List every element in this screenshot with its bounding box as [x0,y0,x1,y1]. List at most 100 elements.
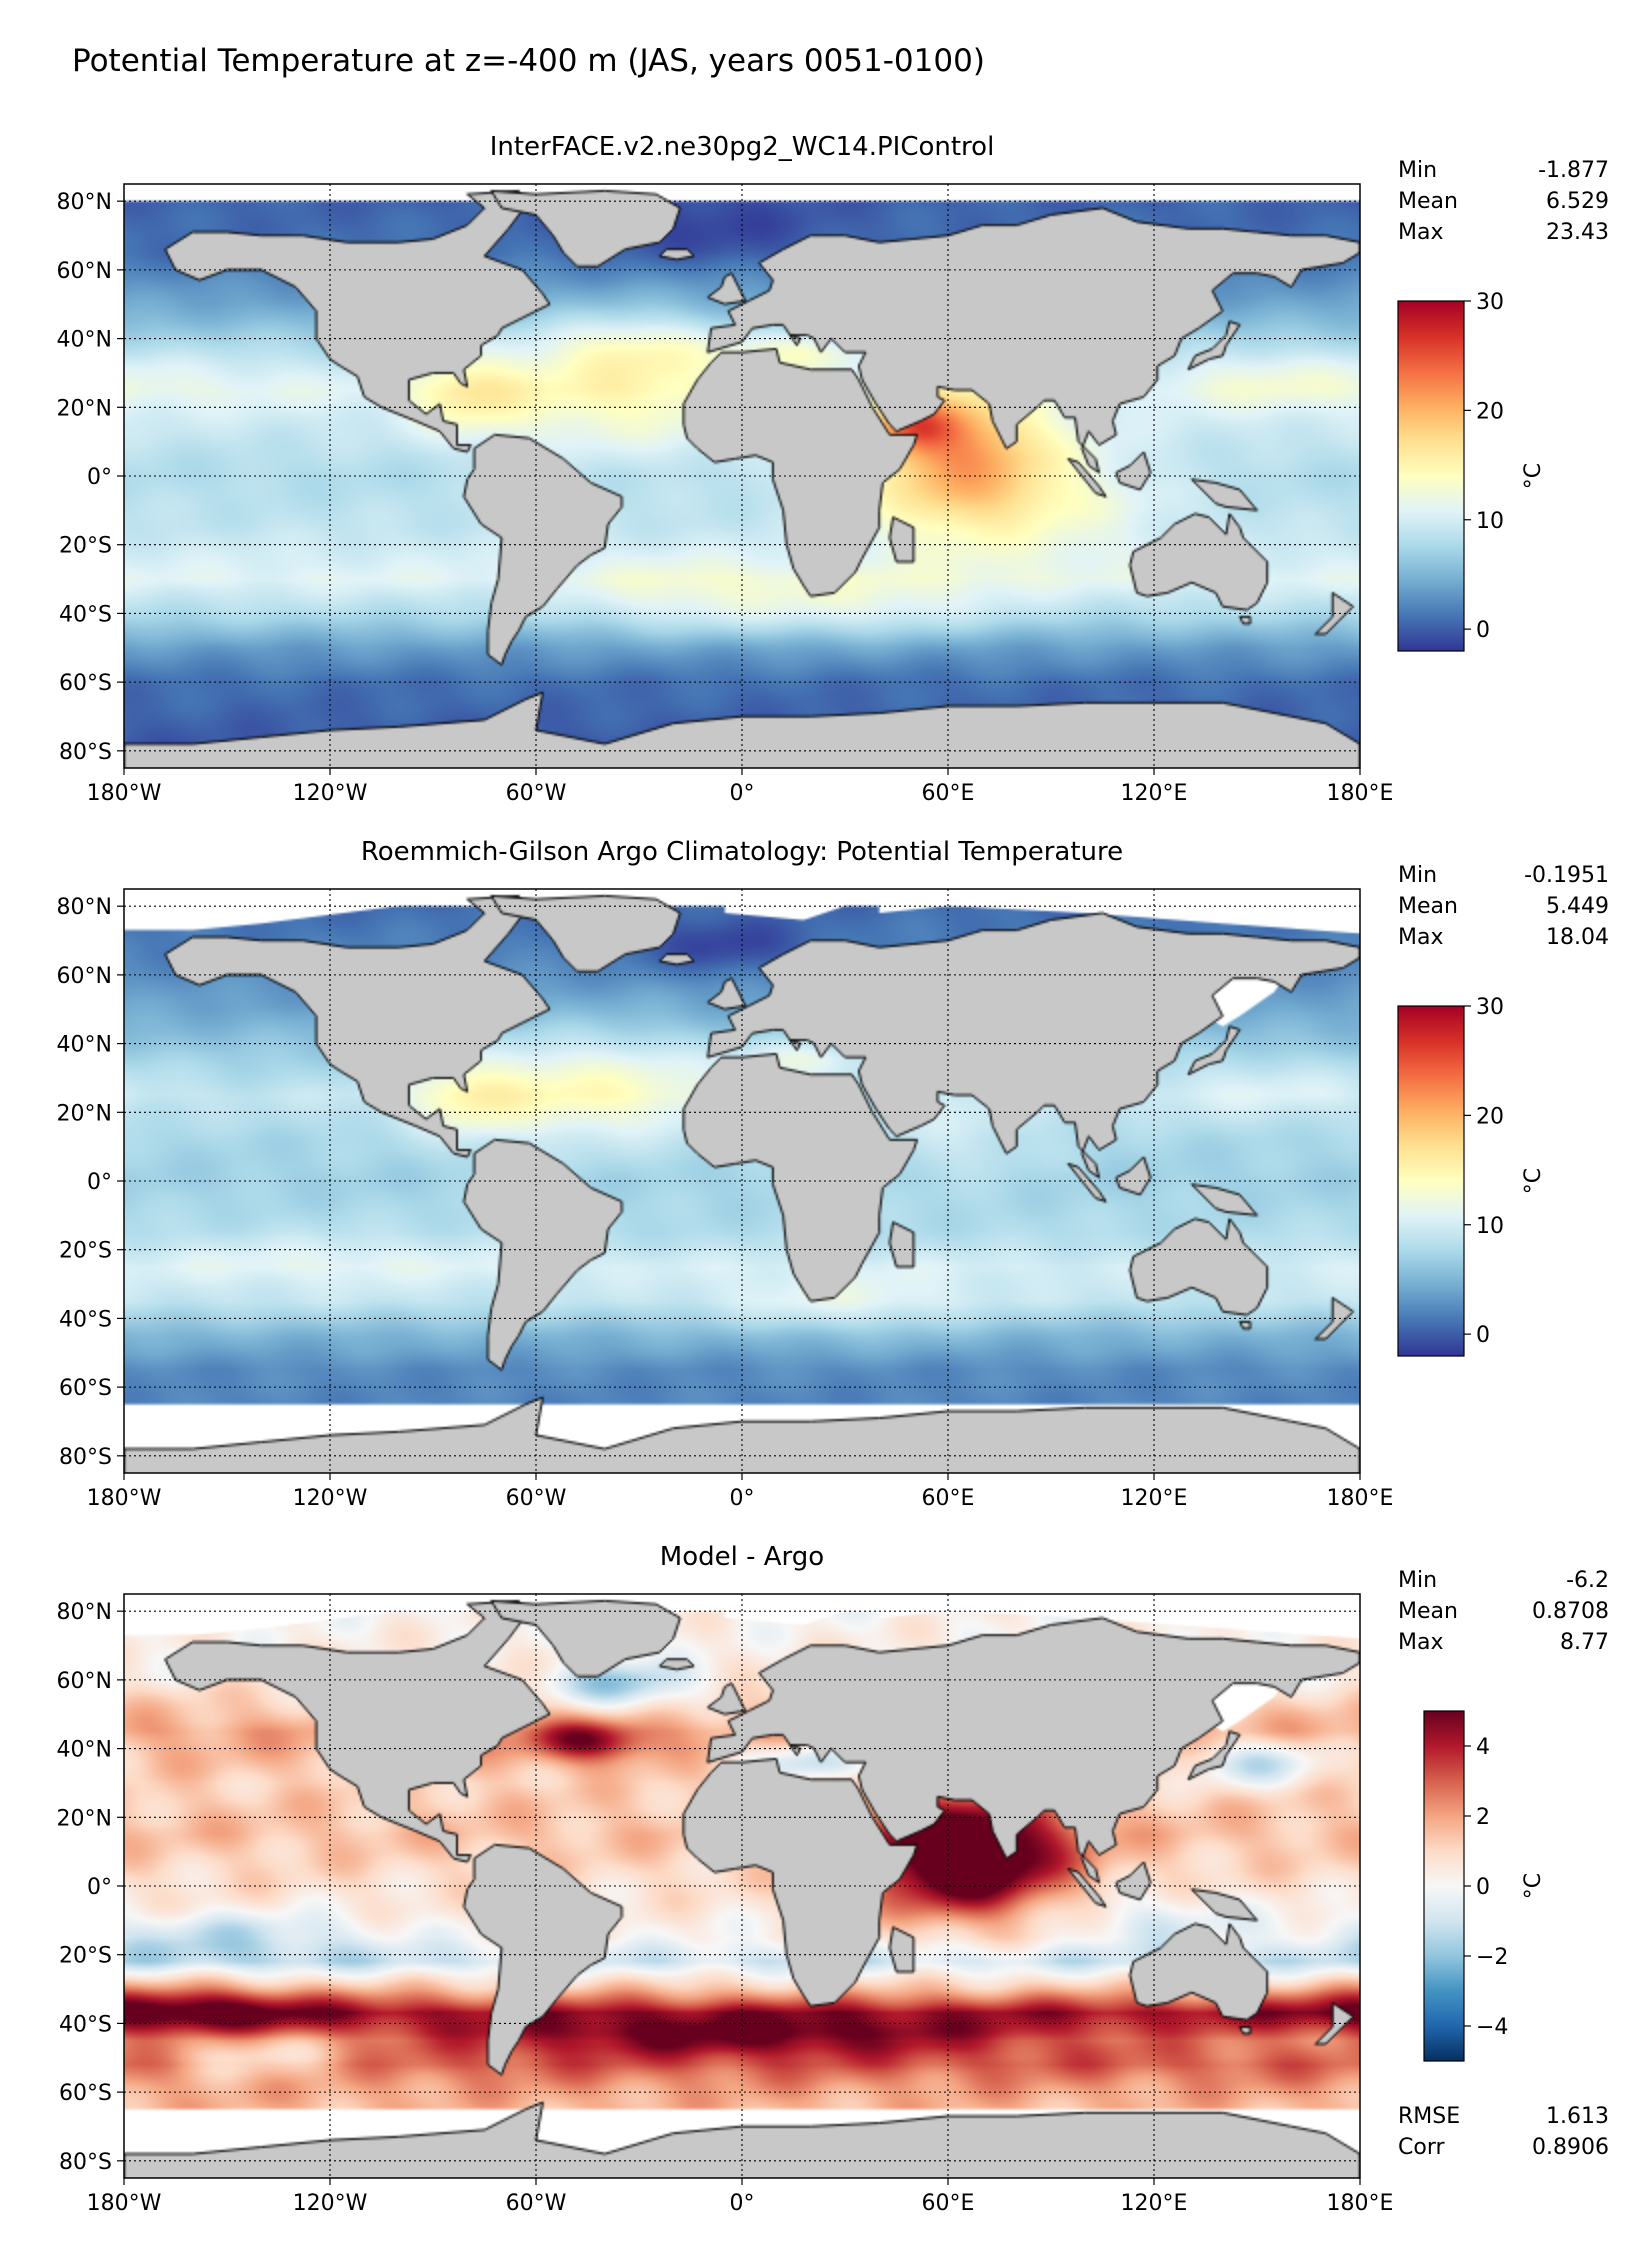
colorbar-tick-label: 2 [1476,1805,1490,1830]
y-tick-label: 80°S [59,2150,112,2175]
stat-value: 5.449 [1546,894,1609,919]
colorbar-tick-label: 10 [1476,1214,1504,1239]
y-tick-label: 20°N [57,396,112,421]
stat-label: Max [1398,1630,1443,1655]
stat-value: -1.877 [1538,158,1609,183]
x-tick-label: 0° [730,781,755,806]
map-area [123,888,1361,1474]
y-tick-label: 80°S [59,740,112,765]
colorbar-tick-label: 0 [1476,1875,1490,1900]
x-axis: 180°W 120°W 60°W 0° 60°E 120°E 180°E [87,2178,1393,2216]
x-tick-label: 60°E [922,1486,975,1511]
stat-value: 0.8906 [1532,2135,1609,2160]
panel-title: Roemmich-Gilson Argo Climatology: Potent… [361,837,1123,867]
colorbar: 30 20 10 0 °C [1397,995,1546,1357]
x-tick-label: 120°E [1121,2191,1188,2216]
colorbar-gradient [1423,1710,1465,2062]
x-tick-label: 0° [730,2191,755,2216]
x-tick-label: 180°E [1327,1486,1394,1511]
y-tick-label: 80°N [57,895,112,920]
x-tick-label: 60°W [506,781,567,806]
colorbar-label: °C [1521,1873,1546,1899]
colorbar-label: °C [1521,463,1546,489]
y-tick-label: 60°S [59,1376,112,1401]
colorbar-ticks: 30 20 10 0 [1464,290,1504,643]
colorbar-gradient [1397,1005,1465,1357]
colorbar-tick-label: 20 [1476,399,1504,424]
y-tick-label: 60°S [59,671,112,696]
panel-model: InterFACE.v2.ne30pg2_WC14.PIControl 80°N… [57,132,1609,806]
stat-label: Min [1398,158,1437,183]
stats-block: Min -0.1951 Mean 5.449 Max 18.04 [1398,863,1609,950]
x-axis: 180°W 120°W 60°W 0° 60°E 120°E 180°E [87,1473,1394,1511]
map-area [123,1593,1361,2179]
x-tick-label: 120°W [293,2191,368,2216]
x-tick-label: 120°E [1121,1486,1188,1511]
y-tick-label: 0° [87,465,112,490]
stat-label: Corr [1398,2135,1445,2160]
colorbar: 30 20 10 0 °C [1397,290,1546,652]
x-tick-label: 120°W [293,1486,368,1511]
y-tick-label: 80°S [59,1445,112,1470]
stat-value: 23.43 [1546,220,1609,245]
colorbar-ticks: 30 20 10 0 [1464,995,1504,1348]
y-tick-label: 40°N [57,1738,112,1763]
panel-title: InterFACE.v2.ne30pg2_WC14.PIControl [490,132,995,162]
y-tick-label: 40°N [57,1033,112,1058]
x-tick-label: 60°W [506,1486,567,1511]
colorbar-ticks: 4 2 0 −2 −4 [1464,1735,1508,2040]
panel-argo: Roemmich-Gilson Argo Climatology: Potent… [57,837,1609,1511]
stat-value: 6.529 [1546,189,1609,214]
colorbar-gradient [1397,300,1465,652]
colorbar-tick-label: 0 [1476,1323,1490,1348]
stat-label: Min [1398,863,1437,888]
y-tick-label: 40°N [57,328,112,353]
colorbar-tick-label: 20 [1476,1104,1504,1129]
panel-title: Model - Argo [660,1542,824,1572]
stat-label: RMSE [1398,2104,1460,2129]
gridlines [124,889,1360,1473]
colorbar-tick-label: 10 [1476,509,1504,534]
map-area [123,183,1361,769]
stats-block: Min -1.877 Mean 6.529 Max 23.43 [1398,158,1609,245]
stat-label: Mean [1398,894,1458,919]
y-tick-label: 60°S [59,2081,112,2106]
x-tick-label: 60°E [922,2191,975,2216]
colorbar-tick-label: −4 [1476,2015,1508,2040]
x-tick-label: 120°W [293,781,368,806]
colorbar-tick-label: −2 [1476,1945,1508,1970]
colorbar-tick-label: 4 [1476,1735,1490,1760]
y-tick-label: 40°S [59,602,112,627]
x-tick-label: 180°E [1327,781,1394,806]
x-tick-label: 120°E [1121,781,1188,806]
error-stats: RMSE 1.613 Corr 0.8906 [1398,2104,1609,2160]
panel-difference: Model - Argo 80°N 60°N 40°N 20°N 0° 20°S 40°S 6… [57,1542,1609,2216]
x-tick-label: 180°W [87,2191,162,2216]
colorbar: 4 2 0 −2 −4 °C [1423,1710,1546,2062]
stat-value: 8.77 [1560,1630,1609,1655]
x-axis: 180°W 120°W 60°W 0° 60°E 120°E 180°E [87,768,1394,806]
stat-label: Mean [1398,1599,1458,1624]
y-tick-label: 80°N [57,190,112,215]
y-tick-label: 20°S [59,534,112,559]
y-tick-label: 20°N [57,1806,112,1831]
colorbar-label: °C [1521,1168,1546,1194]
stat-value: -6.2 [1566,1568,1609,1593]
x-tick-label: 180°W [87,1486,162,1511]
colorbar-tick-label: 0 [1476,618,1490,643]
y-tick-label: 60°N [57,259,112,284]
stat-value: 18.04 [1546,925,1609,950]
y-tick-label: 40°S [59,1307,112,1332]
y-tick-label: 80°N [57,1600,112,1625]
y-tick-label: 0° [87,1875,112,1900]
x-tick-label: 0° [730,1486,755,1511]
stat-value: 1.613 [1546,2104,1609,2129]
stat-value: 0.8708 [1532,1599,1609,1624]
y-tick-label: 20°N [57,1101,112,1126]
y-tick-label: 60°N [57,964,112,989]
y-tick-label: 0° [87,1170,112,1195]
stat-label: Max [1398,925,1443,950]
gridlines [124,184,1360,768]
y-tick-label: 20°S [59,1239,112,1264]
